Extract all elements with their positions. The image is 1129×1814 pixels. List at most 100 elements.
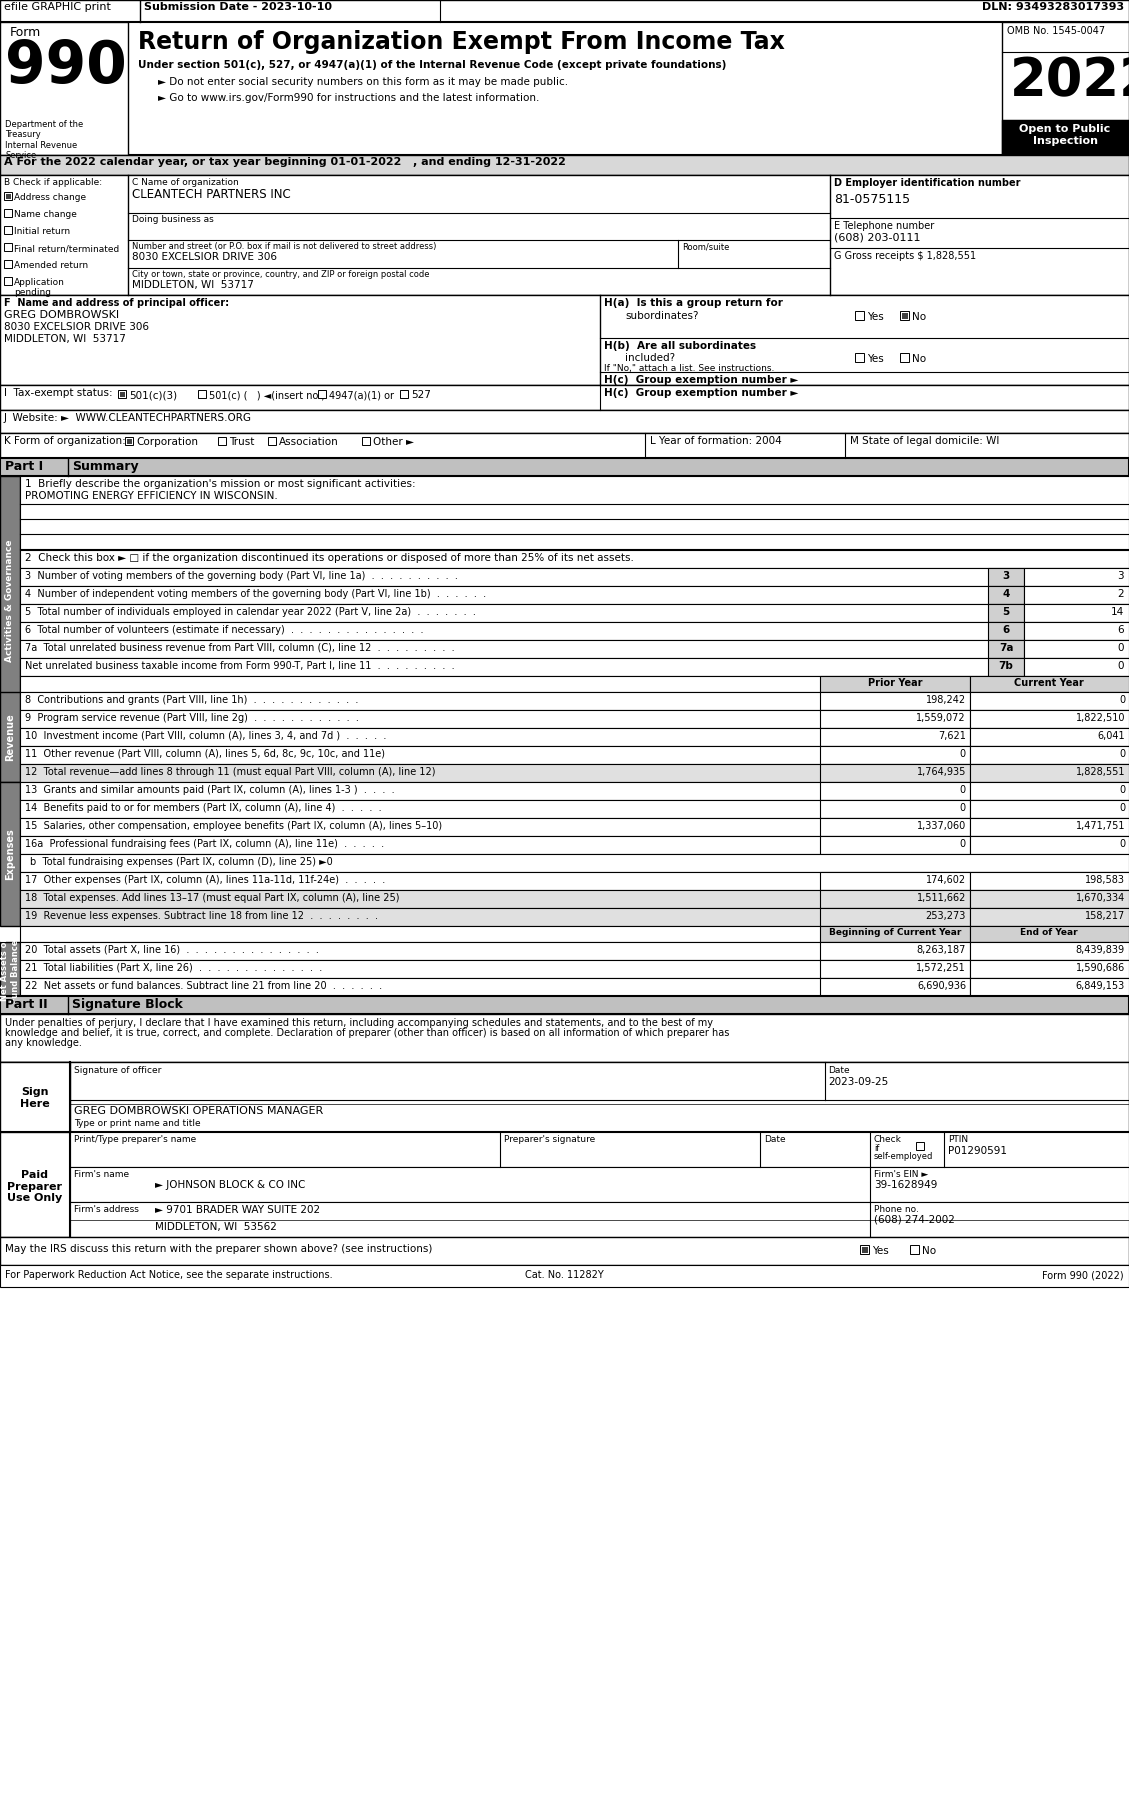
Bar <box>20 727 1129 746</box>
Text: GREG DOMBROWSKI: GREG DOMBROWSKI <box>5 310 120 319</box>
Bar <box>970 782 1129 800</box>
Bar <box>0 691 20 782</box>
Text: (608) 203-0111: (608) 203-0111 <box>834 232 920 243</box>
Text: 1,828,551: 1,828,551 <box>1076 767 1124 776</box>
Text: B Check if applicable:: B Check if applicable: <box>5 178 102 187</box>
Text: Activities & Governance: Activities & Governance <box>6 541 15 662</box>
Text: 3: 3 <box>1003 571 1009 580</box>
Bar <box>970 691 1129 709</box>
Bar <box>126 439 131 443</box>
Bar <box>20 800 1129 818</box>
Text: D Employer identification number: D Employer identification number <box>834 178 1021 189</box>
Text: H(b)  Are all subordinates: H(b) Are all subordinates <box>604 341 756 350</box>
Text: H(c)  Group exemption number ►: H(c) Group exemption number ► <box>604 375 798 385</box>
Text: any knowledge.: any knowledge. <box>5 1038 82 1048</box>
Bar <box>0 475 20 726</box>
Bar <box>1024 604 1129 622</box>
Text: Preparer's signature: Preparer's signature <box>504 1136 595 1145</box>
Text: PROMOTING ENERGY EFFICIENCY IN WISCONSIN.: PROMOTING ENERGY EFFICIENCY IN WISCONSIN… <box>25 492 278 501</box>
Bar <box>970 818 1129 836</box>
Text: ► JOHNSON BLOCK & CO INC: ► JOHNSON BLOCK & CO INC <box>155 1179 305 1190</box>
Bar <box>20 475 1129 550</box>
Bar <box>70 1203 1129 1237</box>
Bar <box>820 818 970 836</box>
Text: 7a  Total unrelated business revenue from Part VIII, column (C), line 12  .  .  : 7a Total unrelated business revenue from… <box>25 642 455 653</box>
Text: Part II: Part II <box>5 998 47 1010</box>
Text: 253,273: 253,273 <box>926 911 966 922</box>
Text: Prior Year: Prior Year <box>868 678 922 688</box>
Text: Return of Organization Exempt From Income Tax: Return of Organization Exempt From Incom… <box>138 31 785 54</box>
Text: DLN: 93493283017393: DLN: 93493283017393 <box>982 2 1124 13</box>
Bar <box>970 677 1129 691</box>
Text: H(a)  Is this a group return for: H(a) Is this a group return for <box>604 297 782 308</box>
Bar <box>820 782 970 800</box>
Text: 39-1628949: 39-1628949 <box>874 1179 937 1190</box>
Bar <box>198 390 205 397</box>
Text: Date: Date <box>764 1136 786 1145</box>
Text: 6,690,936: 6,690,936 <box>917 981 966 990</box>
Bar <box>970 709 1129 727</box>
Bar <box>20 640 1129 658</box>
Bar <box>900 310 909 319</box>
Bar <box>820 709 970 727</box>
Text: Yes: Yes <box>872 1246 889 1255</box>
Text: Check: Check <box>874 1136 902 1145</box>
Text: Submission Date - 2023-10-10: Submission Date - 2023-10-10 <box>145 2 332 13</box>
Text: Paid
Preparer
Use Only: Paid Preparer Use Only <box>8 1170 62 1203</box>
Bar <box>218 437 226 444</box>
Text: 174,602: 174,602 <box>926 874 966 885</box>
Bar <box>20 658 1129 677</box>
Bar <box>318 390 326 397</box>
Text: Signature of officer: Signature of officer <box>75 1067 161 1076</box>
Text: Current Year: Current Year <box>1014 678 1084 688</box>
Bar <box>120 392 124 397</box>
Bar <box>970 891 1129 909</box>
Text: Yes: Yes <box>867 354 884 365</box>
Text: 1,572,251: 1,572,251 <box>917 963 966 972</box>
Bar <box>20 568 1129 586</box>
Text: 8,439,839: 8,439,839 <box>1076 945 1124 954</box>
Bar <box>970 746 1129 764</box>
Text: Print/Type preparer's name: Print/Type preparer's name <box>75 1136 196 1145</box>
Bar <box>0 782 20 925</box>
Bar <box>20 941 1129 960</box>
Text: 16a  Professional fundraising fees (Part IX, column (A), line 11e)  .  .  .  .  : 16a Professional fundraising fees (Part … <box>25 840 384 849</box>
Text: MIDDLETON, WI  53717: MIDDLETON, WI 53717 <box>132 279 254 290</box>
Bar <box>1024 622 1129 640</box>
Text: 198,583: 198,583 <box>1085 874 1124 885</box>
Text: Doing business as: Doing business as <box>132 216 213 223</box>
Bar <box>988 568 1024 586</box>
Bar <box>820 960 970 978</box>
Bar <box>1024 658 1129 677</box>
Text: 4  Number of independent voting members of the governing body (Part VI, line 1b): 4 Number of independent voting members o… <box>25 590 487 599</box>
Text: I  Tax-exempt status:: I Tax-exempt status: <box>5 388 113 397</box>
Bar <box>820 800 970 818</box>
Text: 21  Total liabilities (Part X, line 26)  .  .  .  .  .  .  .  .  .  .  .  .  .  : 21 Total liabilities (Part X, line 26) .… <box>25 963 322 972</box>
Bar <box>20 677 1129 691</box>
Bar <box>0 457 1129 475</box>
Bar <box>0 0 1129 22</box>
Text: End of Year: End of Year <box>1021 929 1078 938</box>
Text: G Gross receipts $ 1,828,551: G Gross receipts $ 1,828,551 <box>834 250 977 261</box>
Text: 8  Contributions and grants (Part VIII, line 1h)  .  .  .  .  .  .  .  .  .  .  : 8 Contributions and grants (Part VIII, l… <box>25 695 358 706</box>
Bar <box>20 764 1129 782</box>
Bar <box>970 727 1129 746</box>
Text: Date: Date <box>828 1067 850 1076</box>
Text: 12  Total revenue—add lines 8 through 11 (must equal Part VIII, column (A), line: 12 Total revenue—add lines 8 through 11 … <box>25 767 436 776</box>
Text: City or town, state or province, country, and ZIP or foreign postal code: City or town, state or province, country… <box>132 270 429 279</box>
Bar <box>1024 586 1129 604</box>
Text: 0: 0 <box>960 840 966 849</box>
Bar <box>20 586 1129 604</box>
Text: 6: 6 <box>1003 626 1009 635</box>
Bar <box>20 873 1129 891</box>
Text: included?: included? <box>625 354 675 363</box>
Text: For Paperwork Reduction Act Notice, see the separate instructions.: For Paperwork Reduction Act Notice, see … <box>5 1270 333 1281</box>
Text: GREG DOMBROWSKI OPERATIONS MANAGER: GREG DOMBROWSKI OPERATIONS MANAGER <box>75 1107 323 1116</box>
Text: 0: 0 <box>1119 804 1124 813</box>
Text: 3  Number of voting members of the governing body (Part VI, line 1a)  .  .  .  .: 3 Number of voting members of the govern… <box>25 571 458 580</box>
Text: 0: 0 <box>960 804 966 813</box>
Text: M State of legal domicile: WI: M State of legal domicile: WI <box>850 435 999 446</box>
Text: 4947(a)(1) or: 4947(a)(1) or <box>329 390 394 401</box>
Bar <box>1003 120 1129 154</box>
Text: Initial return: Initial return <box>14 227 70 236</box>
